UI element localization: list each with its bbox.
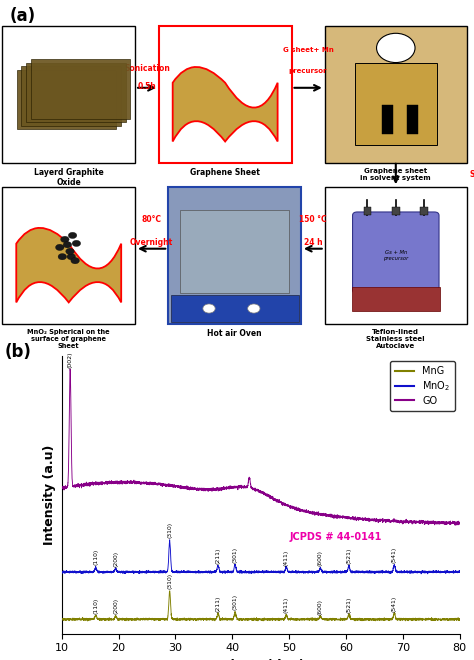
Text: (002): (002) [68,352,73,368]
Text: (600): (600) [318,599,323,614]
Text: Hot air Oven: Hot air Oven [207,329,262,338]
Circle shape [68,232,77,238]
Y-axis label: Intensity (a.u): Intensity (a.u) [43,445,56,545]
Text: (200): (200) [113,551,118,567]
Circle shape [71,257,80,264]
Circle shape [63,242,72,248]
Text: Stirring: Stirring [469,170,474,180]
Text: (a): (a) [9,7,36,25]
Text: JCPDS # 44-0141: JCPDS # 44-0141 [289,532,382,542]
Bar [392,207,400,215]
Text: (200): (200) [113,597,118,614]
Text: Layerd Graphite
Oxide: Layerd Graphite Oxide [34,168,104,187]
Text: (411): (411) [284,597,289,613]
Circle shape [66,248,74,255]
Text: (521): (521) [346,596,351,612]
Text: (110): (110) [93,549,98,565]
FancyBboxPatch shape [159,26,292,162]
FancyBboxPatch shape [325,187,467,323]
FancyBboxPatch shape [352,287,440,311]
FancyBboxPatch shape [355,63,437,145]
Text: (110): (110) [93,597,98,614]
Text: 0.5h: 0.5h [137,82,156,91]
FancyBboxPatch shape [168,187,301,323]
Text: (310): (310) [167,522,172,538]
Circle shape [247,304,260,313]
Polygon shape [17,69,116,129]
Bar [364,207,371,215]
Text: Graphene sheet
in solvent system: Graphene sheet in solvent system [361,168,431,181]
FancyBboxPatch shape [2,26,135,162]
Circle shape [72,240,81,247]
Text: Teflon-lined
Stainless steel
Autoclave: Teflon-lined Stainless steel Autoclave [366,329,425,349]
Legend: MnG, MnO$_2$, GO: MnG, MnO$_2$, GO [390,361,455,411]
Text: G sheet+ Mn: G sheet+ Mn [283,47,334,53]
Ellipse shape [376,33,415,63]
Text: (411): (411) [284,550,289,566]
Text: (301): (301) [233,595,237,610]
Text: (301): (301) [233,546,237,563]
Text: 150 °C: 150 °C [299,215,327,224]
Text: (211): (211) [216,548,220,564]
Polygon shape [21,66,121,126]
X-axis label: 2theta (deg): 2theta (deg) [216,659,305,660]
Text: (521): (521) [346,548,351,564]
Circle shape [55,244,64,251]
Circle shape [67,253,75,260]
Text: (541): (541) [392,596,397,612]
Polygon shape [26,63,126,123]
Circle shape [58,253,66,260]
Text: 24 h: 24 h [303,238,322,247]
Circle shape [203,304,215,313]
PathPatch shape [16,228,121,302]
Text: Gs + Mn
precursor: Gs + Mn precursor [383,250,409,261]
Text: Overnight: Overnight [130,238,173,247]
Bar [420,207,428,215]
Text: precursor: precursor [289,68,328,74]
Text: 80°C: 80°C [142,215,162,224]
Text: (211): (211) [216,595,220,612]
FancyBboxPatch shape [171,295,299,322]
Circle shape [61,236,69,243]
Text: MnO₂ Spherical on the
surface of graphene
Sheet: MnO₂ Spherical on the surface of graphen… [27,329,110,349]
Text: (600): (600) [318,550,323,566]
Text: Graphene Sheet: Graphene Sheet [190,168,260,177]
Text: Sonication: Sonication [124,63,170,73]
PathPatch shape [173,67,278,141]
FancyBboxPatch shape [407,105,418,135]
Text: (b): (b) [5,343,32,361]
FancyBboxPatch shape [382,105,393,135]
FancyBboxPatch shape [180,210,289,292]
FancyBboxPatch shape [325,26,467,162]
Polygon shape [31,59,130,119]
Text: (310): (310) [167,574,172,589]
FancyBboxPatch shape [2,187,135,323]
FancyBboxPatch shape [353,212,439,294]
Text: (541): (541) [392,546,397,563]
